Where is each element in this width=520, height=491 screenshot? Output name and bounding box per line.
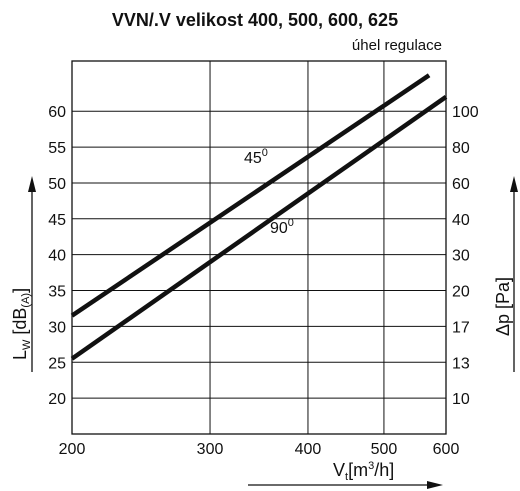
series-line-1 bbox=[70, 95, 448, 361]
x-tick-label: 300 bbox=[197, 441, 224, 458]
y-axis-label-sub2: (A) bbox=[20, 293, 32, 308]
series-line-0 bbox=[70, 73, 431, 318]
y-tick-label: 25 bbox=[48, 355, 66, 372]
x-tick-label: 400 bbox=[295, 441, 322, 458]
y-axis-label-base: L bbox=[10, 350, 30, 360]
curve-label-90-value: 90 bbox=[270, 220, 288, 237]
x-tick-label: 200 bbox=[59, 441, 86, 458]
y-axis-label-end: ] bbox=[10, 288, 30, 293]
x-axis-label-sub: t bbox=[345, 471, 348, 483]
y2-tick-label: 60 bbox=[452, 176, 470, 193]
y-tick-label: 30 bbox=[48, 319, 66, 336]
chart-title: VVN/.V velikost 400, 500, 600, 625 bbox=[112, 10, 398, 30]
x-axis-arrow-head bbox=[427, 481, 443, 489]
x-axis-label: Vt[m3/h] bbox=[333, 460, 394, 483]
y2-tick-label: 30 bbox=[452, 248, 470, 265]
x-axis-label-mid: [m bbox=[348, 460, 368, 480]
curve-label-90-degree: 0 bbox=[288, 217, 294, 229]
y2-axis-label: Δp [Pa] bbox=[493, 277, 513, 336]
chart-subtitle: úhel regulace bbox=[352, 37, 442, 54]
plot-frame bbox=[71, 60, 447, 435]
y2-tick-label: 17 bbox=[452, 319, 470, 336]
y-axis-arrow-head bbox=[28, 176, 36, 192]
y2-tick-label: 13 bbox=[452, 355, 470, 372]
y2-tick-label: 80 bbox=[452, 140, 470, 157]
y2-tick-label: 100 bbox=[452, 104, 479, 121]
y-axis-label-mid: [dB bbox=[10, 308, 30, 340]
x-axis-label-sup: 3 bbox=[368, 460, 374, 472]
x-tick-labels: 200 300 400 500 600 bbox=[59, 441, 460, 458]
curve-label-45: 450 bbox=[244, 147, 268, 167]
x-axis-label-end: /h] bbox=[374, 460, 394, 480]
x-axis-label-base: V bbox=[333, 460, 345, 480]
curve-label-90: 900 bbox=[270, 217, 294, 237]
curve-label-45-value: 45 bbox=[244, 150, 262, 167]
y-axis-label-sub: W bbox=[21, 339, 33, 350]
y-tick-label: 50 bbox=[48, 176, 66, 193]
y2-tick-label: 40 bbox=[452, 212, 470, 229]
y2-axis-arrow-head bbox=[510, 176, 518, 192]
x-tick-label: 600 bbox=[433, 441, 460, 458]
y-tick-label: 45 bbox=[48, 212, 66, 229]
y-tick-label: 60 bbox=[48, 104, 66, 121]
y-axis-label: LW [dB(A)] bbox=[10, 288, 33, 360]
y-tick-label: 55 bbox=[48, 140, 66, 157]
curves bbox=[70, 73, 448, 361]
y-tick-label: 40 bbox=[48, 248, 66, 265]
y2-tick-label: 20 bbox=[452, 284, 470, 301]
y-tick-label: 20 bbox=[48, 391, 66, 408]
y2-tick-label: 10 bbox=[452, 391, 470, 408]
y-tick-label: 35 bbox=[48, 284, 66, 301]
curve-label-45-degree: 0 bbox=[262, 147, 268, 159]
y-tick-labels: 20 25 30 35 40 45 50 55 60 bbox=[48, 104, 66, 408]
y2-tick-labels: 10 13 17 20 30 40 60 80 100 bbox=[452, 104, 479, 408]
grid bbox=[72, 61, 446, 434]
x-tick-label: 500 bbox=[371, 441, 398, 458]
